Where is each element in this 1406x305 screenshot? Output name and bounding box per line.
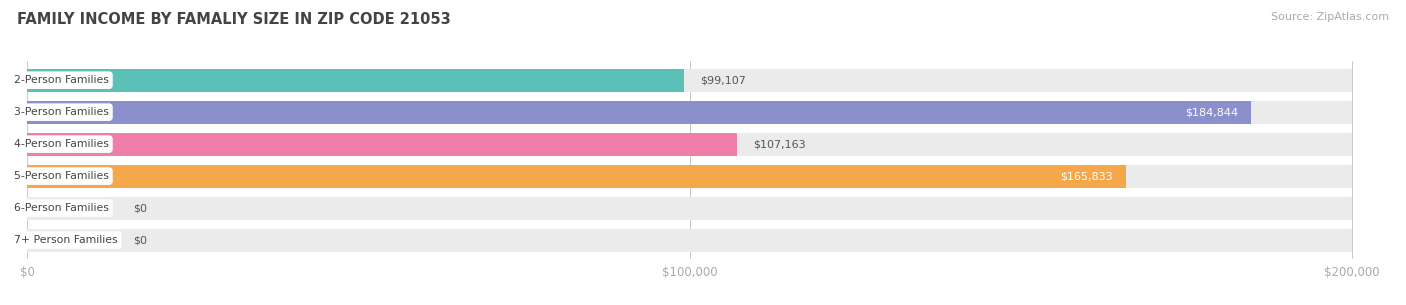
Text: $0: $0 xyxy=(134,235,148,245)
Bar xyxy=(27,133,1351,156)
Text: $184,844: $184,844 xyxy=(1185,107,1239,117)
Text: $99,107: $99,107 xyxy=(700,75,747,85)
Bar xyxy=(27,165,1351,188)
Bar xyxy=(27,165,1126,188)
Text: 6-Person Families: 6-Person Families xyxy=(14,203,108,213)
Text: $107,163: $107,163 xyxy=(754,139,806,149)
Bar xyxy=(27,228,1351,252)
Text: $0: $0 xyxy=(134,203,148,213)
Bar xyxy=(27,69,1351,92)
Text: 2-Person Families: 2-Person Families xyxy=(14,75,108,85)
Text: 3-Person Families: 3-Person Families xyxy=(14,107,108,117)
Bar xyxy=(27,69,683,92)
Bar xyxy=(27,133,737,156)
Bar xyxy=(27,101,1251,124)
Text: Source: ZipAtlas.com: Source: ZipAtlas.com xyxy=(1271,12,1389,22)
Text: FAMILY INCOME BY FAMALIY SIZE IN ZIP CODE 21053: FAMILY INCOME BY FAMALIY SIZE IN ZIP COD… xyxy=(17,12,450,27)
Bar xyxy=(27,101,1351,124)
Text: 4-Person Families: 4-Person Families xyxy=(14,139,108,149)
Text: $165,833: $165,833 xyxy=(1060,171,1112,181)
Text: 5-Person Families: 5-Person Families xyxy=(14,171,108,181)
Text: 7+ Person Families: 7+ Person Families xyxy=(14,235,118,245)
Bar xyxy=(27,197,1351,220)
